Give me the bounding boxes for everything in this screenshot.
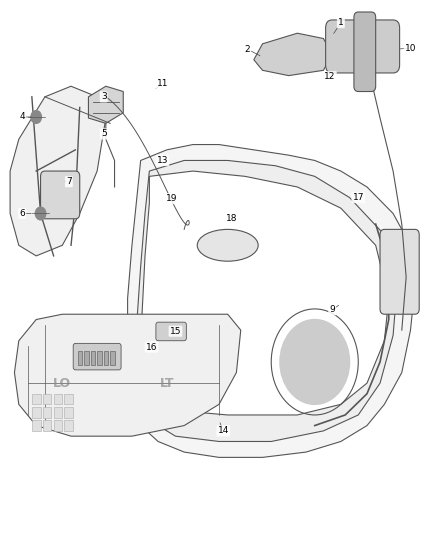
- Text: 18: 18: [226, 214, 238, 223]
- Polygon shape: [127, 144, 415, 457]
- Text: 16: 16: [146, 343, 157, 352]
- Text: 1: 1: [338, 18, 344, 27]
- FancyBboxPatch shape: [325, 20, 399, 73]
- Polygon shape: [88, 86, 123, 123]
- Polygon shape: [14, 314, 241, 436]
- Bar: [32, 394, 41, 405]
- Bar: [53, 407, 62, 418]
- Text: 9: 9: [329, 305, 335, 314]
- Bar: [84, 351, 89, 365]
- Bar: [43, 407, 51, 418]
- Polygon shape: [10, 86, 106, 256]
- Text: 10: 10: [405, 44, 416, 53]
- FancyBboxPatch shape: [73, 343, 121, 370]
- Text: 6: 6: [19, 209, 25, 218]
- Bar: [32, 407, 41, 418]
- Bar: [53, 420, 62, 431]
- Text: 2: 2: [244, 45, 250, 54]
- Bar: [43, 394, 51, 405]
- Text: 12: 12: [324, 72, 336, 81]
- Bar: [91, 351, 95, 365]
- FancyBboxPatch shape: [156, 322, 186, 341]
- Text: 13: 13: [157, 156, 168, 165]
- Bar: [53, 394, 62, 405]
- Bar: [64, 394, 73, 405]
- Polygon shape: [141, 171, 389, 415]
- Bar: [64, 420, 73, 431]
- Text: 3: 3: [101, 92, 106, 101]
- Bar: [32, 420, 41, 431]
- FancyBboxPatch shape: [354, 12, 376, 92]
- Text: 17: 17: [353, 193, 364, 202]
- Text: 4: 4: [19, 112, 25, 122]
- Bar: [78, 351, 82, 365]
- Polygon shape: [254, 33, 332, 76]
- Bar: [110, 351, 115, 365]
- Ellipse shape: [197, 229, 258, 261]
- Bar: [64, 407, 73, 418]
- Bar: [104, 351, 109, 365]
- Bar: [43, 420, 51, 431]
- Text: 5: 5: [101, 130, 106, 139]
- Text: LO: LO: [53, 377, 71, 390]
- Bar: [97, 351, 102, 365]
- Text: 11: 11: [157, 79, 168, 88]
- Text: 15: 15: [170, 327, 181, 336]
- Text: 14: 14: [218, 426, 229, 435]
- Polygon shape: [136, 160, 397, 441]
- FancyBboxPatch shape: [41, 171, 80, 219]
- Circle shape: [31, 111, 42, 123]
- FancyBboxPatch shape: [380, 229, 419, 314]
- Circle shape: [280, 319, 350, 405]
- Text: 7: 7: [66, 177, 72, 186]
- Text: LT: LT: [159, 377, 174, 390]
- Circle shape: [35, 207, 46, 220]
- Text: 19: 19: [166, 194, 178, 203]
